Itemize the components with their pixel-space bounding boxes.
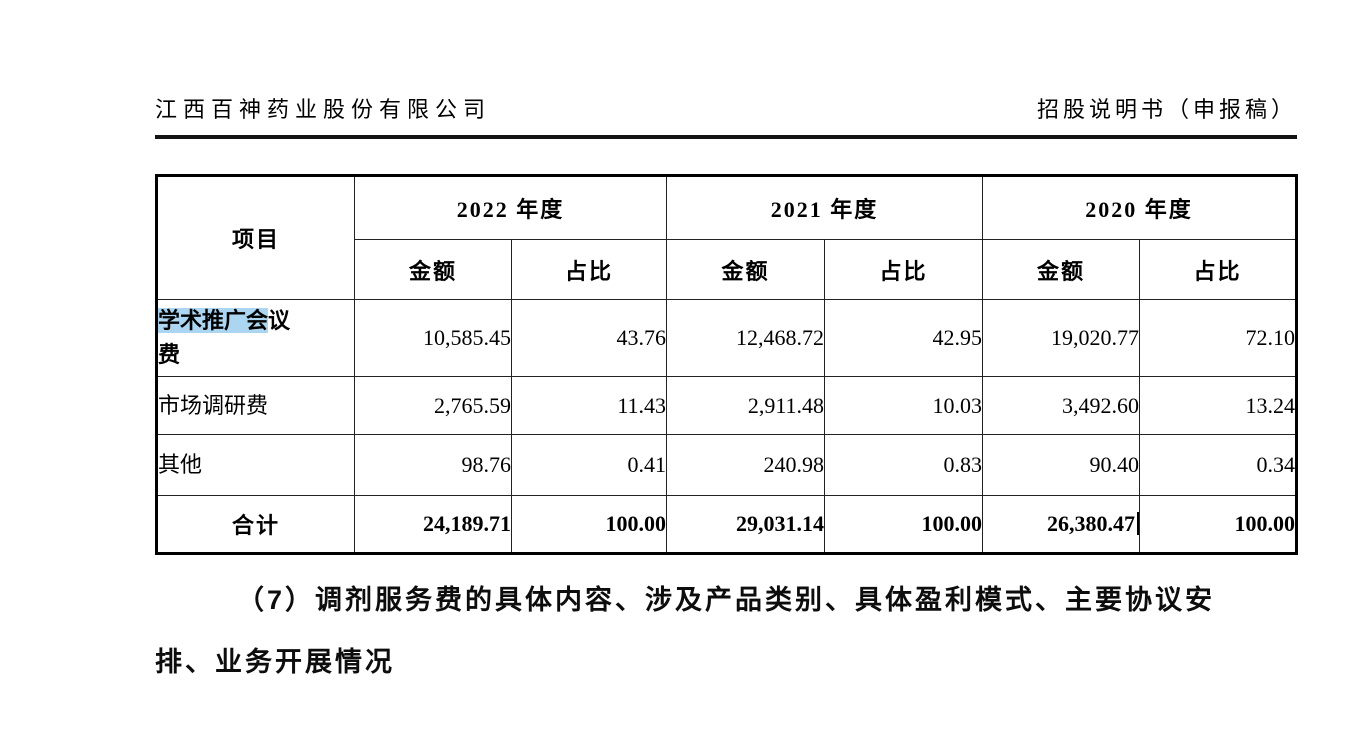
data-cell[interactable]: 0.34	[1139, 434, 1298, 496]
page-header: 江西百神药业股份有限公司 招股说明书（申报稿）	[155, 0, 1297, 139]
doc-title: 招股说明书（申报稿）	[1036, 97, 1297, 122]
row-label-cell-total[interactable]: 合计	[156, 495, 355, 554]
data-cell[interactable]: 98.76	[354, 434, 512, 496]
section-heading-line1[interactable]: （7）调剂服务费的具体内容、涉及产品类别、具体盈利模式、主要协议安	[237, 585, 1216, 615]
col-header-amount-2020[interactable]: 金额	[982, 239, 1141, 300]
table-row-other: 其他 98.76 0.41 240.98 0.83 90.40 0.34	[156, 434, 1298, 496]
col-header-amount-2021[interactable]: 金额	[666, 239, 826, 300]
data-cell[interactable]: 72.10	[1139, 299, 1298, 377]
col-header-ratio-2021[interactable]: 占比	[824, 239, 984, 300]
corner-header-item[interactable]: 项目	[156, 175, 355, 300]
table-row-total: 合计 24,189.71 100.00 29,031.14 100.00 26,…	[156, 495, 1298, 554]
data-cell[interactable]: 26,380.47	[982, 495, 1141, 554]
data-cell[interactable]: 43.76	[510, 299, 668, 377]
section-heading: （7）调剂服务费的具体内容、涉及产品类别、具体盈利模式、主要协议安 排、业务开展…	[155, 569, 1297, 693]
data-cell[interactable]: 240.98	[666, 434, 826, 496]
expense-table: 项目 2022 年度 2021 年度 2020 年度 金额 占比 金额 占比 金…	[155, 174, 1299, 555]
data-cell[interactable]: 11.43	[510, 376, 668, 435]
row-label-cell[interactable]: 市场调研费	[156, 376, 355, 435]
cell-value: 26,380.47	[1047, 511, 1136, 536]
data-cell[interactable]: 100.00	[510, 495, 668, 554]
data-cell[interactable]: 0.83	[824, 434, 984, 496]
data-cell[interactable]: 100.00	[824, 495, 984, 554]
year-header-2021[interactable]: 2021 年度	[666, 175, 984, 240]
data-cell[interactable]: 13.24	[1139, 376, 1298, 435]
row-label-cell[interactable]: 其他	[156, 434, 355, 496]
col-header-ratio-2020[interactable]: 占比	[1139, 239, 1298, 300]
data-cell[interactable]: 100.00	[1139, 495, 1298, 554]
data-cell[interactable]: 2,911.48	[666, 376, 826, 435]
data-cell[interactable]: 0.41	[510, 434, 668, 496]
col-header-ratio-2022[interactable]: 占比	[510, 239, 668, 300]
data-cell[interactable]: 24,189.71	[354, 495, 512, 554]
col-header-amount-2022[interactable]: 金额	[354, 239, 512, 300]
data-cell[interactable]: 10,585.45	[354, 299, 512, 377]
data-cell[interactable]: 10.03	[824, 376, 984, 435]
data-cell[interactable]: 29,031.14	[666, 495, 826, 554]
data-cell[interactable]: 12,468.72	[666, 299, 826, 377]
company-name: 江西百神药业股份有限公司	[155, 97, 492, 122]
data-cell[interactable]: 90.40	[982, 434, 1141, 496]
row-label-line2: 费	[158, 342, 181, 367]
year-header-2020[interactable]: 2020 年度	[982, 175, 1298, 240]
row-label-cell[interactable]: 学术推广会议费	[156, 299, 355, 377]
selection-highlight: 学术推广会	[158, 308, 269, 333]
document-page: 江西百神药业股份有限公司 招股说明书（申报稿） 项目 2022 年度 2021 …	[155, 0, 1299, 693]
text-cursor	[1137, 512, 1139, 535]
section-heading-line2[interactable]: 排、业务开展情况	[155, 647, 395, 677]
table-header-year-row: 项目 2022 年度 2021 年度 2020 年度	[156, 175, 1298, 300]
data-cell[interactable]: 19,020.77	[982, 299, 1141, 377]
table-row-academic-promotion: 学术推广会议费 10,585.45 43.76 12,468.72 42.95 …	[156, 299, 1298, 377]
table-row-market-research: 市场调研费 2,765.59 11.43 2,911.48 10.03 3,49…	[156, 376, 1298, 435]
data-cell[interactable]: 42.95	[824, 299, 984, 377]
row-label-rest: 议	[268, 308, 291, 333]
year-header-2022[interactable]: 2022 年度	[353, 175, 668, 240]
data-cell[interactable]: 3,492.60	[982, 376, 1141, 435]
data-cell[interactable]: 2,765.59	[354, 376, 512, 435]
